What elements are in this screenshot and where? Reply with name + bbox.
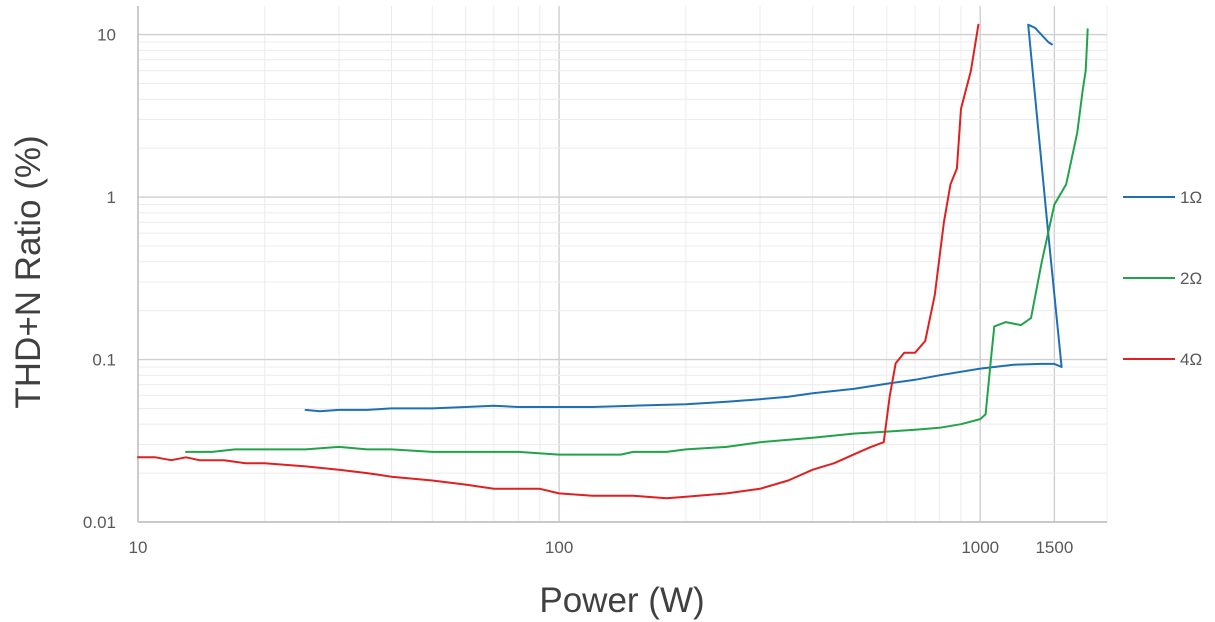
series-lines [137, 23, 1089, 500]
y-tick-label: 0.01 [83, 513, 116, 532]
legend-label: 1Ω [1180, 188, 1202, 207]
y-tick-label: 10 [97, 26, 116, 45]
grid [137, 6, 1108, 523]
legend-label: 4Ω [1180, 350, 1202, 369]
tick-labels: 10 100 1000 1500 0.01 0.1 1 10 [83, 26, 1073, 557]
y-tick-label: 0.1 [92, 351, 116, 370]
x-axis-title: Power (W) [539, 581, 704, 620]
x-tick-label: 1500 [1035, 538, 1073, 557]
axes [137, 6, 1107, 523]
x-tick-label: 1000 [961, 538, 999, 557]
series-line-3 [137, 23, 980, 500]
x-tick-label: 100 [545, 538, 573, 557]
legend: 1Ω 2Ω 4Ω [1123, 188, 1202, 369]
y-tick-label: 1 [107, 188, 116, 207]
series-line-1 [304, 23, 1063, 413]
legend-label: 2Ω [1180, 269, 1202, 288]
series-line-2 [185, 28, 1089, 456]
y-axis-title: THD+N Ratio (%) [9, 135, 48, 408]
x-tick-label: 10 [129, 538, 148, 557]
